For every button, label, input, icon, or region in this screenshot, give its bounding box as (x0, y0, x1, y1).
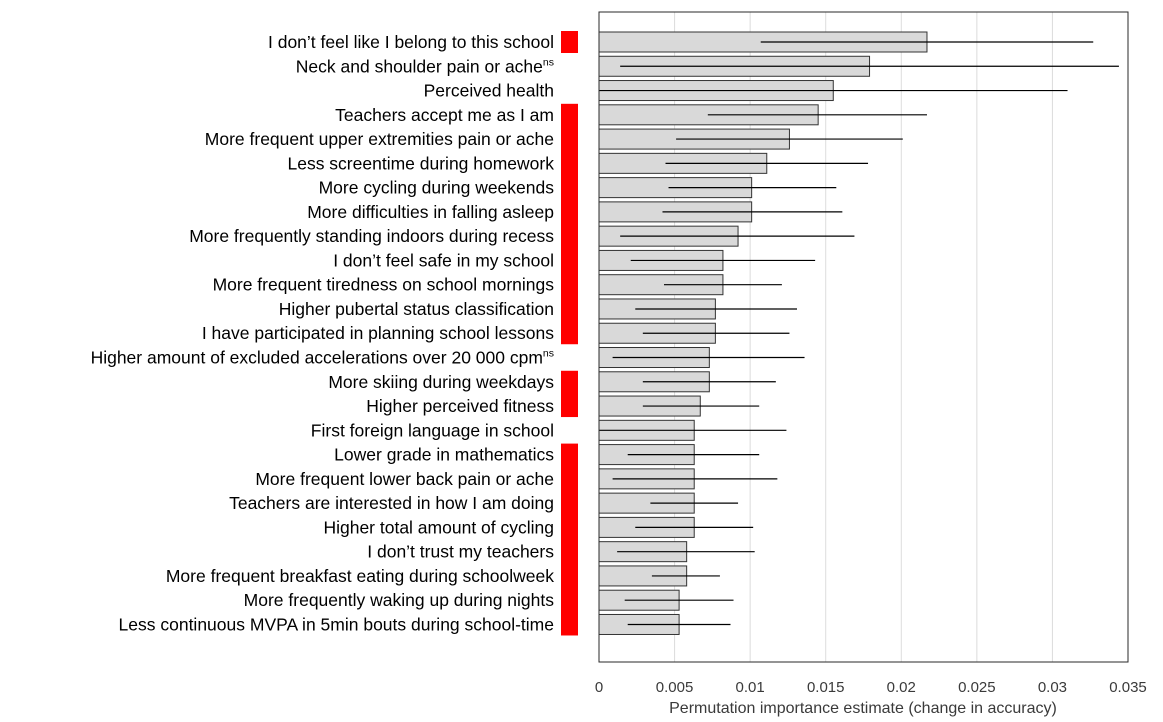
category-label-text: More frequent upper extremities pain or … (205, 129, 554, 149)
category-label-text: More cycling during weekends (319, 178, 555, 198)
x-tick-label: 0.015 (807, 679, 845, 696)
category-label-text: Higher pubertal status classification (279, 299, 554, 319)
category-label-text: Teachers accept me as I am (335, 105, 554, 125)
category-label: More difficulties in falling asleep (307, 202, 554, 222)
category-label: More skiing during weekdays (328, 372, 554, 392)
significance-marker (561, 103, 578, 345)
category-label-text: First foreign language in school (311, 420, 554, 440)
x-tick-label: 0.02 (887, 679, 916, 696)
error-bars (599, 41, 1119, 626)
category-label: Higher perceived fitness (366, 396, 554, 416)
category-label-text: Higher total amount of cycling (323, 517, 554, 537)
significance-superscript: ns (543, 348, 554, 360)
category-label-text: Less screentime during homework (287, 153, 554, 173)
x-tick-label: 0.035 (1109, 679, 1147, 696)
category-label-text: More skiing during weekdays (328, 372, 554, 392)
category-label: Higher total amount of cycling (323, 517, 554, 537)
category-label-text: More difficulties in falling asleep (307, 202, 554, 222)
category-labels: I don’t feel like I belong to this schoo… (91, 32, 555, 634)
category-label: Teachers are interested in how I am doin… (229, 493, 554, 513)
category-label: More cycling during weekends (319, 178, 555, 198)
category-label: More frequent breakfast eating during sc… (166, 566, 554, 586)
category-label-text: Higher amount of excluded accelerations … (91, 348, 543, 368)
category-label: Higher amount of excluded accelerations … (91, 348, 554, 368)
significance-marker (561, 370, 578, 418)
significance-marker (561, 31, 578, 53)
significance-superscript: ns (543, 56, 554, 68)
plot-frame (598, 11, 1129, 663)
significance-marker (561, 443, 578, 636)
category-label: Teachers accept me as I am (335, 105, 554, 125)
category-label: First foreign language in school (311, 420, 554, 440)
category-label-text: Less continuous MVPA in 5min bouts durin… (119, 614, 554, 634)
category-label: I don’t feel like I belong to this schoo… (268, 32, 554, 52)
category-label-text: Perceived health (424, 81, 554, 101)
x-tick-label: 0.03 (1038, 679, 1067, 696)
category-label: More frequent upper extremities pain or … (205, 129, 554, 149)
category-label: I don’t trust my teachers (367, 542, 554, 562)
x-tick-label: 0.005 (656, 679, 694, 696)
category-label-text: I don’t feel like I belong to this schoo… (268, 32, 554, 52)
category-label: Lower grade in mathematics (334, 445, 554, 465)
category-label: More frequent tiredness on school mornin… (213, 275, 555, 295)
category-label: Higher pubertal status classification (279, 299, 554, 319)
category-label-text: More frequent tiredness on school mornin… (213, 275, 555, 295)
category-label-text: More frequent lower back pain or ache (255, 469, 554, 489)
x-axis-label: Permutation importance estimate (change … (669, 700, 1057, 717)
category-label-text: I have participated in planning school l… (202, 323, 554, 343)
category-label-text: More frequently standing indoors during … (189, 226, 554, 246)
category-label: Less continuous MVPA in 5min bouts durin… (119, 614, 554, 634)
x-tick-label: 0.01 (736, 679, 765, 696)
category-label: I don’t feel safe in my school (333, 250, 554, 270)
category-label-text: More frequent breakfast eating during sc… (166, 566, 554, 586)
x-tick-label: 0 (595, 679, 603, 696)
category-label: More frequent lower back pain or ache (255, 469, 554, 489)
category-label-text: Lower grade in mathematics (334, 445, 554, 465)
category-label: Perceived health (424, 81, 554, 101)
category-label-text: More frequently waking up during nights (244, 590, 555, 610)
category-label: I have participated in planning school l… (202, 323, 554, 343)
category-label: More frequently waking up during nights (244, 590, 555, 610)
category-label: Less screentime during homework (287, 153, 554, 173)
category-label: More frequently standing indoors during … (189, 226, 554, 246)
x-tick-label: 0.025 (958, 679, 996, 696)
x-tick-labels: 0 0.005 0.01 0.015 0.02 0.025 0.03 0.035 (595, 679, 1147, 696)
significance-markers (561, 31, 578, 636)
category-label-text: I don’t trust my teachers (367, 542, 554, 562)
category-label-text: Neck and shoulder pain or ache (296, 56, 543, 76)
category-label-text: Higher perceived fitness (366, 396, 554, 416)
category-label-text: Teachers are interested in how I am doin… (229, 493, 554, 513)
category-label-text: I don’t feel safe in my school (333, 250, 554, 270)
category-label: Neck and shoulder pain or achens (296, 56, 554, 76)
